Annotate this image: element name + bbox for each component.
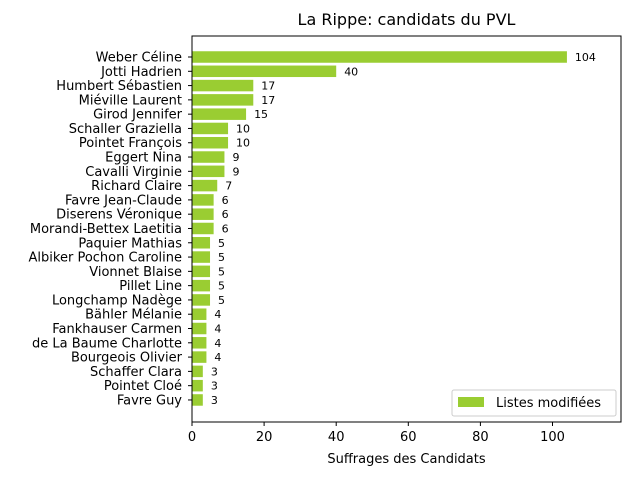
bar — [192, 308, 207, 320]
bar-value-label: 4 — [214, 308, 221, 321]
bar — [192, 151, 225, 163]
category-label: Schaffer Clara — [90, 365, 182, 380]
bar — [192, 322, 207, 335]
bar — [192, 122, 229, 135]
bar-value-label: 10 — [236, 137, 250, 150]
category-label: Richard Claire — [91, 179, 182, 194]
bar-value-label: 4 — [214, 323, 221, 336]
bar-value-label: 4 — [214, 337, 221, 350]
x-axis-title: Suffrages des Candidats — [327, 452, 486, 467]
bar — [192, 337, 207, 349]
bar — [192, 379, 203, 392]
category-label: Bähler Mélanie — [85, 308, 182, 323]
bar — [192, 165, 225, 178]
bar-value-label: 17 — [261, 80, 275, 93]
category-label: Favre Jean-Claude — [65, 193, 182, 208]
x-tick-label: 0 — [188, 430, 196, 445]
bar-value-label: 40 — [344, 65, 358, 78]
bar — [192, 65, 337, 78]
x-tick-label: 80 — [472, 430, 489, 445]
category-label: de La Baume Charlotte — [32, 336, 182, 351]
category-label: Girod Jennifer — [93, 108, 183, 123]
category-label: Weber Céline — [96, 51, 182, 66]
category-label: Favre Guy — [117, 393, 182, 408]
category-label: Morandi-Bettex Laetitia — [30, 222, 182, 237]
bar-value-label: 5 — [218, 237, 225, 250]
bar — [192, 237, 211, 249]
category-label: Miéville Laurent — [79, 93, 182, 108]
category-label: Eggert Nina — [105, 151, 182, 166]
x-tick-label: 20 — [256, 430, 273, 445]
bar-value-label: 6 — [222, 208, 229, 221]
bar — [192, 194, 214, 206]
bar — [192, 394, 203, 406]
legend-frame — [451, 389, 617, 417]
bar — [192, 136, 229, 149]
category-label: Pointet François — [79, 136, 182, 151]
category-label: Vionnet Blaise — [89, 265, 182, 280]
plot-frame — [191, 35, 622, 423]
legend-label: Listes modifiées — [496, 396, 601, 411]
bar-value-label: 7 — [225, 180, 232, 193]
bar-value-label: 9 — [232, 151, 239, 164]
bar — [192, 179, 218, 192]
category-label: Diserens Véronique — [56, 208, 182, 223]
category-label: Pillet Line — [119, 279, 182, 294]
bar — [192, 365, 203, 378]
bar-value-label: 104 — [575, 51, 596, 64]
bar-value-label: 5 — [218, 294, 225, 307]
category-label: Fankhauser Carmen — [52, 322, 182, 337]
bar-value-label: 5 — [218, 280, 225, 293]
category-label: Schaller Graziella — [69, 122, 182, 137]
bar — [192, 208, 214, 220]
bar — [192, 108, 247, 120]
bar-value-label: 3 — [211, 380, 218, 393]
category-label: Paquier Mathias — [78, 236, 182, 251]
bar — [192, 351, 207, 363]
bar-value-label: 6 — [222, 194, 229, 207]
x-tick-label: 100 — [540, 430, 565, 445]
bar — [192, 279, 211, 292]
x-tick-label: 60 — [400, 430, 417, 445]
bar-value-label: 5 — [218, 265, 225, 278]
category-label: Jotti Hadrien — [100, 65, 182, 80]
bar-value-label: 9 — [232, 165, 239, 178]
bar-value-label: 3 — [211, 394, 218, 407]
bar — [192, 79, 254, 92]
category-label: Bourgeois Olivier — [71, 351, 183, 366]
bar — [192, 94, 254, 106]
bar-value-label: 10 — [236, 122, 250, 135]
bar-value-label: 17 — [261, 94, 275, 107]
category-label: Longchamp Nadège — [52, 293, 182, 308]
bar — [192, 51, 567, 63]
category-label: Pointet Cloé — [104, 379, 182, 394]
legend: Listes modifiées — [451, 389, 617, 417]
chart-title: La Rippe: candidats du PVL — [298, 10, 516, 29]
bar-value-label: 15 — [254, 108, 268, 121]
legend-swatch — [458, 397, 484, 407]
category-label: Cavalli Virginie — [85, 165, 182, 180]
bar — [192, 294, 211, 306]
category-label: Albiker Pochon Caroline — [29, 251, 182, 266]
bar — [192, 222, 214, 235]
bar-value-label: 3 — [211, 365, 218, 378]
bar-value-label: 4 — [214, 351, 221, 364]
x-tick-label: 40 — [328, 430, 345, 445]
bar-value-label: 5 — [218, 251, 225, 264]
bar — [192, 265, 211, 278]
bar — [192, 251, 211, 263]
category-label: Humbert Sébastien — [56, 79, 182, 94]
bar-value-label: 6 — [222, 222, 229, 235]
